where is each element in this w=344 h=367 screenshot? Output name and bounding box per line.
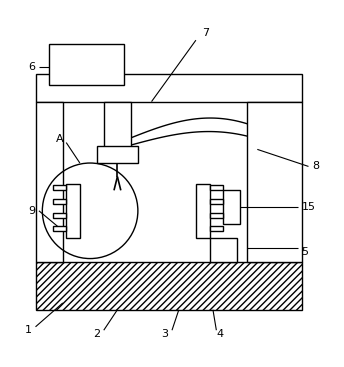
Bar	[209, 238, 237, 262]
Bar	[209, 185, 223, 190]
Text: 3: 3	[162, 328, 169, 339]
Text: 5: 5	[302, 247, 309, 257]
Bar	[209, 212, 223, 218]
Text: 6: 6	[29, 62, 35, 73]
Text: 15: 15	[301, 202, 315, 212]
Bar	[209, 226, 223, 231]
Bar	[53, 212, 66, 218]
Bar	[35, 102, 63, 262]
Text: 4: 4	[216, 328, 223, 339]
Text: 8: 8	[312, 161, 319, 171]
Bar	[35, 74, 302, 102]
Text: 7: 7	[203, 28, 210, 39]
Text: A: A	[56, 134, 63, 144]
Bar	[196, 184, 209, 238]
Text: 2: 2	[93, 328, 100, 339]
Bar	[209, 199, 223, 204]
Bar	[53, 185, 66, 190]
Text: 1: 1	[25, 325, 32, 335]
Bar	[66, 184, 80, 238]
Bar	[53, 226, 66, 231]
Text: 9: 9	[29, 206, 36, 216]
Bar	[35, 262, 302, 310]
Bar	[247, 102, 302, 262]
Bar	[53, 199, 66, 204]
Bar	[223, 190, 240, 225]
Bar	[49, 44, 124, 84]
Bar	[104, 102, 131, 149]
Bar	[97, 146, 138, 163]
